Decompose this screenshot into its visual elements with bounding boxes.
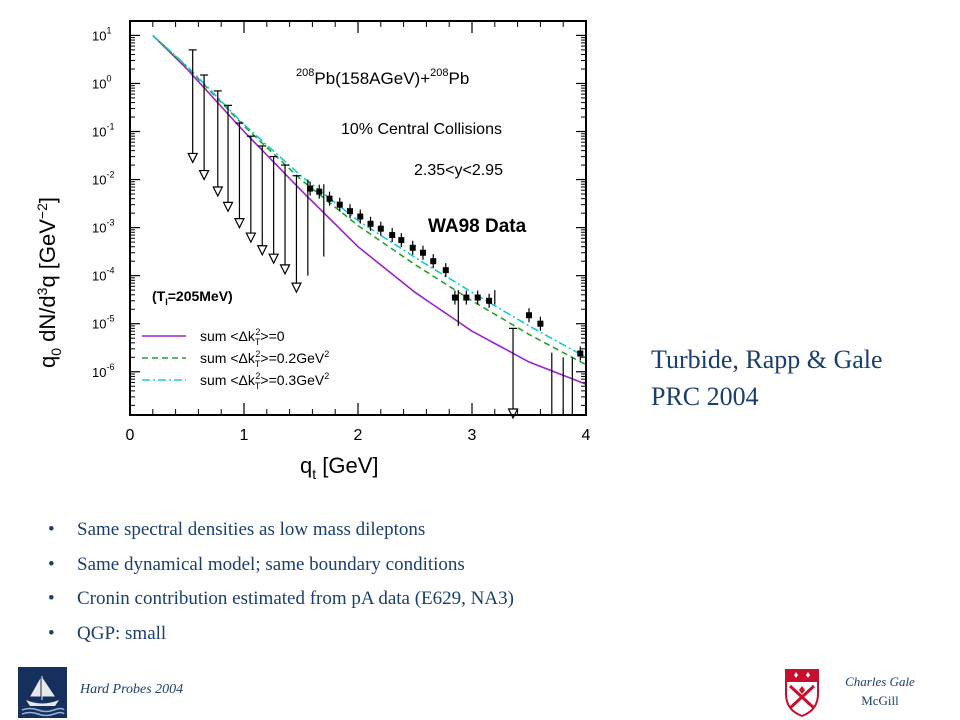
x-tick-label: 3 <box>468 427 477 444</box>
upper-limit-arrow <box>233 218 245 229</box>
data-point <box>326 195 333 202</box>
bullet-dot: • <box>48 553 55 575</box>
data-point <box>367 220 374 227</box>
x-tick-label: 4 <box>582 427 591 444</box>
y-tick-label: 10-5 <box>92 314 114 332</box>
data-point <box>526 312 532 319</box>
data-point <box>451 294 458 301</box>
y-tick-label: 10-2 <box>92 170 114 188</box>
data-point <box>474 294 481 301</box>
bullet-item: • QGP: small <box>48 617 514 652</box>
upper-limit-arrow <box>245 232 257 244</box>
upper-limit-arrow <box>222 201 234 213</box>
data-point <box>442 267 449 274</box>
y-axis-label: q0 dN/d3q [GeV−2] <box>34 197 64 368</box>
bullet-text: QGP: small <box>77 622 167 644</box>
y-tick-label: 10-6 <box>92 362 114 380</box>
series-line-1 <box>152 34 587 366</box>
data-point <box>537 320 544 327</box>
y-tick-label: 10-1 <box>92 122 114 140</box>
bullet-item: • Cronin contribution estimated from pA d… <box>48 582 514 617</box>
legend-label-1: sum <ΔkT2>=0.2GeV2 <box>200 349 329 369</box>
centrality-annotation: 10% Central Collisions <box>341 121 502 138</box>
x-tick-label: 0 <box>126 427 135 444</box>
data-label: WA98 Data <box>428 216 527 237</box>
legend-label-2: sum <ΔkT2>=0.3GeV2 <box>200 371 329 391</box>
upper-limit-arrow <box>256 245 268 257</box>
bullet-text: Same spectral densities as low mass dile… <box>77 519 426 540</box>
y-tick-label: 10-4 <box>92 266 114 284</box>
system-annotation: 208Pb(158AGeV)+208Pb <box>296 67 469 88</box>
plot-frame <box>129 20 587 416</box>
footer-conference: Hard Probes 2004 <box>80 682 184 697</box>
data-point <box>430 258 437 265</box>
upper-limit-arrow <box>198 169 210 181</box>
reference-journal: PRC 2004 <box>651 382 759 411</box>
upper-limit-arrow <box>212 186 224 198</box>
conference-logo-icon <box>18 667 67 718</box>
data-point <box>486 297 493 304</box>
data-point <box>409 244 416 251</box>
footer-author-block: Charles Gale McGill <box>830 672 930 710</box>
upper-limit-arrow <box>290 282 302 294</box>
data-point <box>463 294 470 301</box>
y-tick-label: 101 <box>92 25 111 43</box>
data-point <box>377 225 384 232</box>
x-tick-label: 1 <box>240 427 249 444</box>
rapidity-annotation: 2.35<y<2.95 <box>414 162 503 179</box>
data-point <box>398 237 405 244</box>
bullet-dot: • <box>48 622 55 644</box>
data-point <box>389 232 396 239</box>
bullet-item: • Same spectral densities as low mass dil… <box>48 513 514 548</box>
upper-limit-arrow <box>279 264 291 276</box>
x-tick-label: 2 <box>354 427 363 444</box>
data-point <box>419 249 426 256</box>
data-point <box>316 188 323 195</box>
y-tick-label: 10-3 <box>92 218 114 236</box>
university-crest-icon <box>785 669 819 718</box>
legend-label-0: sum <ΔkT2>=0 <box>200 327 285 347</box>
chart: 101 100 10-1 10-2 10-3 10-4 10-5 10-6 0 1 2 3 4 208… <box>34 20 591 482</box>
bullet-text: Cronin contribution estimated from pA da… <box>77 588 514 609</box>
bullet-text: Same dynamical model; same boundary cond… <box>77 553 465 575</box>
legend: sum <ΔkT2>=0 sum <ΔkT2>=0.2GeV2 sum <ΔkT… <box>142 327 329 391</box>
bullet-dot: • <box>48 519 55 540</box>
upper-limit-arrow <box>507 408 519 420</box>
data-point <box>577 350 584 357</box>
series-line-2 <box>152 34 587 359</box>
footer-institution: McGill <box>861 693 899 708</box>
bullet-dot: • <box>48 588 55 609</box>
data-point <box>336 201 343 208</box>
series-line-0 <box>152 34 587 385</box>
temperature-annotation: (TI=205MeV) <box>152 288 233 307</box>
footer-author: Charles Gale <box>845 674 915 689</box>
bullet-item: • Same dynamical model; same boundary con… <box>48 548 514 583</box>
x-axis-label: qt [GeV] <box>300 453 379 482</box>
upper-limit-arrow <box>187 152 199 164</box>
data-point <box>347 208 354 215</box>
upper-limit-arrow <box>268 253 280 265</box>
bullet-list: • Same spectral densities as low mass dil… <box>48 513 514 651</box>
y-tick-label: 100 <box>92 73 111 91</box>
reference-authors: Turbide, Rapp & Gale <box>651 345 883 374</box>
data-point <box>307 185 314 192</box>
data-point <box>357 213 364 220</box>
